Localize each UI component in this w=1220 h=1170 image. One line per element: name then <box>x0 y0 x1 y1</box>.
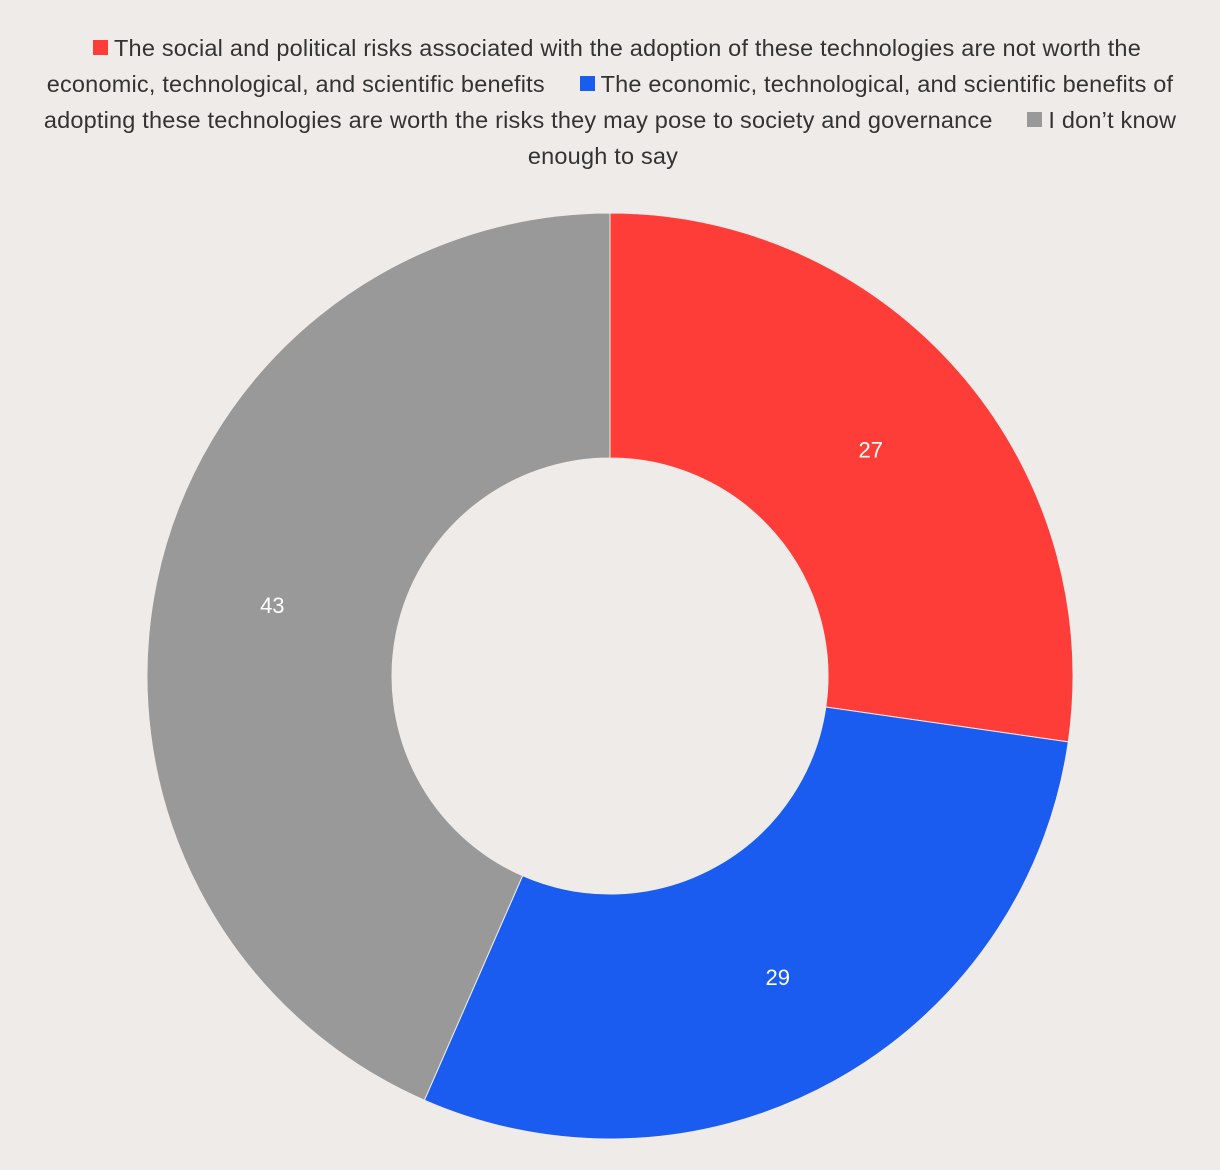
legend-swatch-blue <box>579 76 595 91</box>
chart-legend: The social and political risks associate… <box>40 30 1180 174</box>
legend-item-risks-not-worth[interactable]: The social and political risks associate… <box>47 35 1141 97</box>
legend-item-benefits-worth[interactable]: The economic, technological, and scienti… <box>44 71 1173 133</box>
data-label-benefits-worth: 29 <box>765 965 789 990</box>
legend-label-benefits-worth: The economic, technological, and scienti… <box>43 71 1174 133</box>
legend-label-dont-know: I don’t know enough to say <box>527 107 1177 169</box>
data-label-dont-know: 43 <box>260 593 284 618</box>
slice-risks-not-worth[interactable] <box>609 212 1074 743</box>
data-label-risks-not-worth: 27 <box>858 438 882 463</box>
slice-benefits-worth[interactable] <box>423 706 1069 1140</box>
legend-swatch-gray <box>1027 112 1043 127</box>
legend-item-dont-know[interactable]: I don’t know enough to say <box>528 107 1176 169</box>
legend-swatch-red <box>93 40 108 55</box>
slice-dont-know[interactable] <box>146 212 611 1101</box>
legend-label-risks-not-worth: The social and political risks associate… <box>46 35 1141 97</box>
